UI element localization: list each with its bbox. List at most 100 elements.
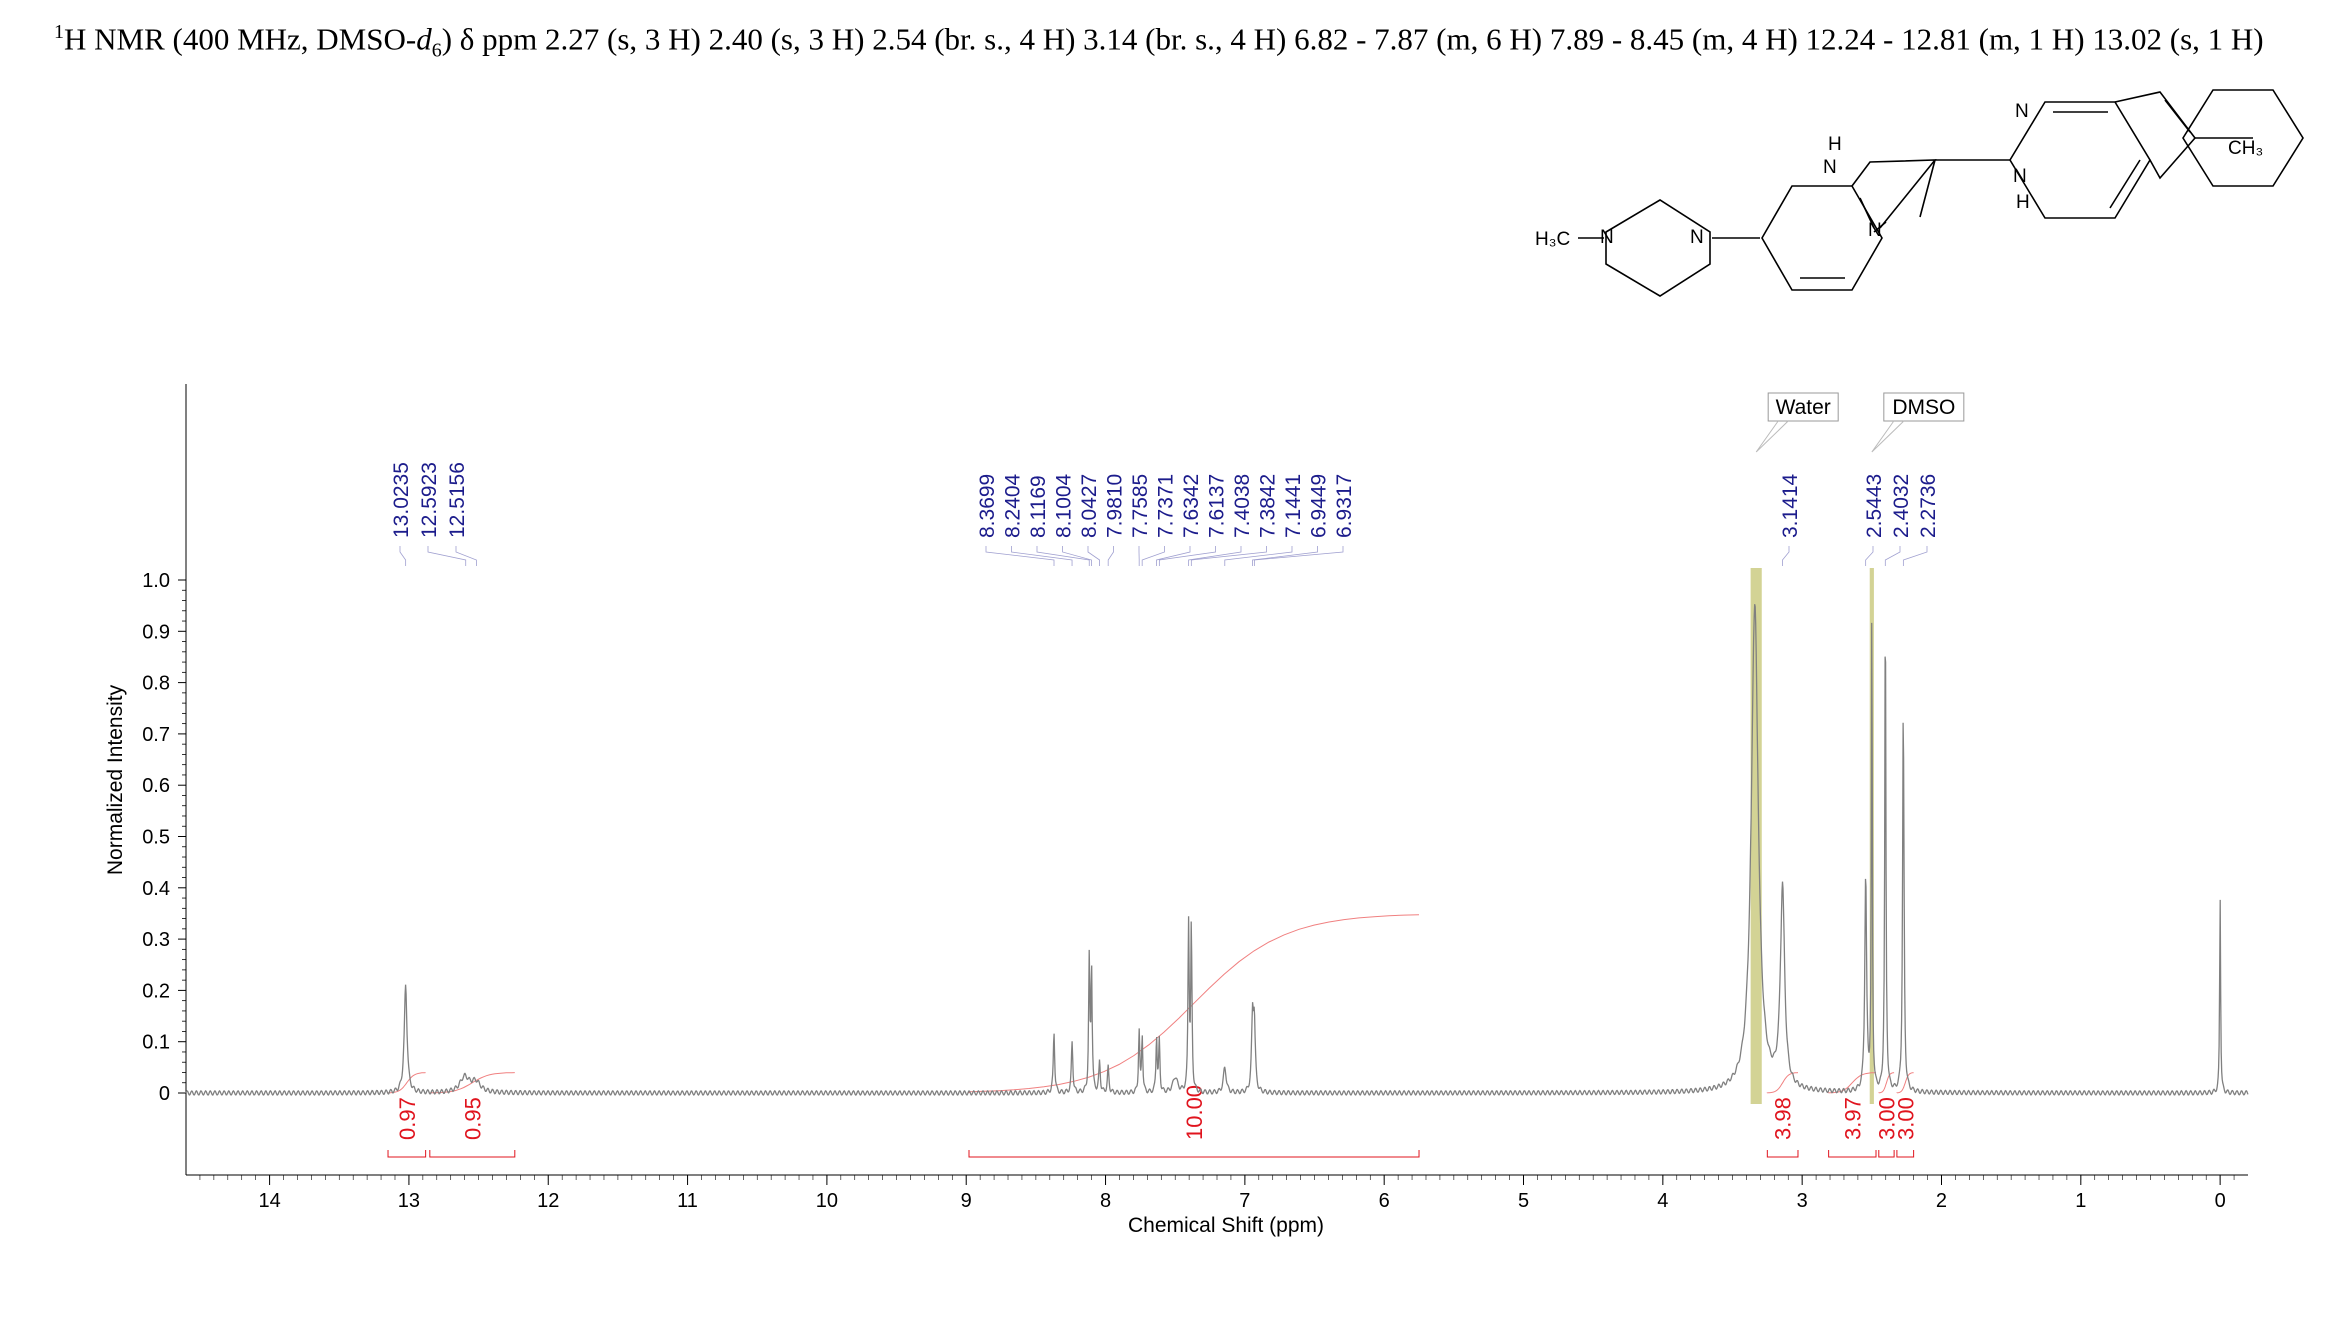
integral-bracket — [1828, 1150, 1877, 1158]
isotope-superscript: 1 — [54, 21, 64, 43]
y-tick-label: 0.9 — [142, 621, 170, 643]
peak-leader-line — [1253, 546, 1344, 566]
nh-top-n-label: N — [1823, 157, 1837, 178]
peak-shift-label: 2.4032 — [1890, 474, 1913, 538]
integral-curve — [429, 1072, 515, 1094]
peak-shift-label: 13.0235 — [390, 462, 413, 538]
peak-leader-line — [1782, 546, 1790, 566]
x-tick-label: 5 — [1518, 1190, 1529, 1212]
peak-shift-label: 7.6342 — [1180, 474, 1203, 538]
peak-leader-line — [1865, 546, 1874, 566]
peak-shift-label: 12.5923 — [418, 462, 441, 538]
nh-right-h-label: H — [2016, 192, 2030, 213]
x-axis-label: Chemical Shift (ppm) — [1128, 1214, 1324, 1237]
integral-curve — [387, 1072, 426, 1094]
x-tick-label: 9 — [961, 1190, 972, 1212]
y-axis-label: Normalized Intensity — [104, 684, 127, 875]
x-tick-label: 11 — [677, 1190, 698, 1212]
x-tick-label: 4 — [1657, 1190, 1668, 1212]
x-tick-label: 0 — [2215, 1190, 2226, 1212]
peak-shift-label: 8.1169 — [1027, 475, 1050, 538]
x-tick-label: 10 — [816, 1190, 838, 1212]
integral-value: 0.95 — [460, 1097, 485, 1140]
peak-leader-line — [1036, 546, 1090, 566]
x-tick-label: 1 — [2075, 1190, 2086, 1212]
solvent-label-box — [1883, 392, 1965, 422]
integral-curve — [1827, 1072, 1877, 1094]
integral-curve — [968, 914, 1420, 1094]
deuterium-subscript: 6 — [431, 39, 442, 62]
solvent-label-box — [1767, 392, 1839, 422]
n-piperazine-label: N — [1690, 227, 1704, 248]
x-tick-label: 6 — [1379, 1190, 1390, 1212]
y-tick-label: 0.1 — [142, 1032, 170, 1054]
nh-top-h-label: H — [1828, 134, 1842, 155]
peak-leader-line — [1107, 546, 1114, 566]
n-bottom-label: N — [1868, 220, 1882, 241]
peak-leader-line — [455, 546, 477, 566]
peak-leader-line — [1062, 546, 1092, 566]
y-ticks: 0 0.1 0.2 0.3 0.4 0.5 0.6 0.7 0.8 0.9 1.0 — [142, 570, 186, 1105]
integral-bracket — [429, 1150, 516, 1158]
peak-shift-label: 8.2404 — [1002, 473, 1025, 538]
description-text-b: ) δ ppm 2.27 (s, 3 H) 2.40 (s, 3 H) 2.54… — [441, 21, 2264, 57]
peak-leader-line — [399, 546, 407, 566]
peak-leader-line — [1884, 546, 1901, 566]
solvent-pointer — [1871, 420, 1905, 453]
peak-leader-line — [1188, 546, 1242, 566]
y-tick-label: 0.4 — [142, 878, 170, 900]
y-tick-label: 1.0 — [142, 570, 170, 592]
molecule-labels: H₃C N N H N N N N H CH₃ — [1535, 101, 2263, 250]
peak-shift-label: 12.5156 — [446, 462, 469, 538]
y-tick-label: 0 — [159, 1083, 170, 1105]
peak-shift-label: 7.1441 — [1282, 474, 1305, 538]
y-tick-label: 0.7 — [142, 724, 170, 746]
peak-shift-label: 6.9317 — [1333, 474, 1356, 538]
peak-leader-line — [1011, 546, 1073, 566]
x-tick-label: 3 — [1797, 1190, 1808, 1212]
integral-value: 3.00 — [1893, 1097, 1918, 1140]
x-tick-label: 13 — [398, 1190, 420, 1212]
x-tick-label: 2 — [1936, 1190, 1947, 1212]
peak-leader-line — [1902, 546, 1928, 566]
nh-right-n-label: N — [2013, 166, 2027, 187]
peak-leader-line — [1190, 546, 1267, 566]
ch3-label: CH₃ — [2228, 138, 2263, 159]
integral-value: 10.00 — [1182, 1085, 1207, 1140]
peak-shift-label: 7.9810 — [1104, 474, 1127, 538]
peak-leader-line — [427, 546, 467, 566]
peak-leader-line — [1156, 546, 1191, 566]
y-tick-label: 0.6 — [142, 775, 170, 797]
integral-value: 0.97 — [395, 1097, 420, 1140]
n-right-top-label: N — [2015, 101, 2029, 122]
peak-labels: 13.0235 12.5923 12.5156 8.3699 8.2404 8.1169 8… — [390, 462, 1940, 566]
peak-shift-label: 8.3699 — [976, 474, 999, 538]
integral-regions: 0.97 0.95 10.00 3.98 3.97 3.003.00 — [387, 914, 1918, 1158]
integral-curve — [1878, 1072, 1895, 1094]
integral-value: 3.00 — [1874, 1097, 1899, 1140]
peak-leader-line — [1224, 546, 1293, 566]
solvent-label: DMSO — [1892, 396, 1955, 419]
peak-shift-label: 2.2736 — [1917, 474, 1940, 538]
x-tick-label: 12 — [537, 1190, 559, 1212]
peak-shift-label: 6.9449 — [1308, 474, 1331, 538]
peak-shift-label: 8.1004 — [1053, 473, 1076, 538]
peak-leader-line — [985, 546, 1055, 566]
y-tick-label: 0.3 — [142, 929, 170, 951]
spectrum-trace — [185, 604, 2249, 1096]
integral-bracket — [1878, 1150, 1895, 1158]
peak-leader-line — [1087, 546, 1100, 566]
peak-shift-label: 7.3842 — [1257, 474, 1280, 538]
y-tick-label: 0.2 — [142, 980, 170, 1002]
integral-bracket — [1766, 1150, 1799, 1158]
x-tick-label: 7 — [1239, 1190, 1250, 1212]
peak-shift-label: 3.1414 — [1779, 473, 1802, 538]
y-tick-label: 0.8 — [142, 673, 170, 695]
peak-shift-label: 7.4038 — [1231, 474, 1254, 538]
integral-bracket — [387, 1150, 427, 1158]
solvent-pointer — [1755, 420, 1789, 453]
n-methyl-label: N — [1600, 227, 1614, 248]
water-region — [1750, 568, 1762, 1104]
integral-curve — [1896, 1072, 1914, 1094]
